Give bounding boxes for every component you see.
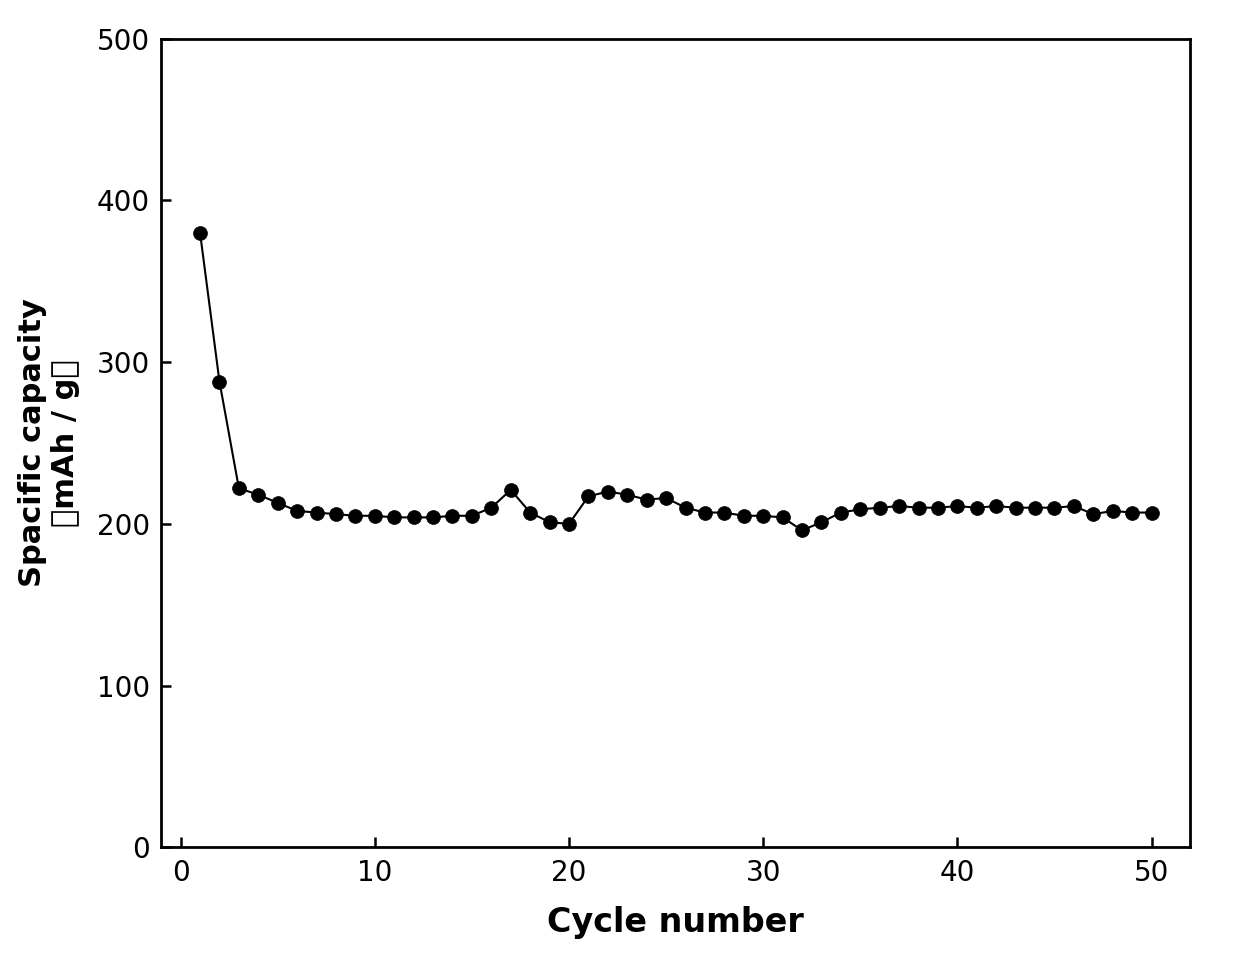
Y-axis label: Spacific capacity
（mAh / g）: Spacific capacity （mAh / g）	[17, 299, 81, 587]
X-axis label: Cycle number: Cycle number	[547, 906, 805, 939]
